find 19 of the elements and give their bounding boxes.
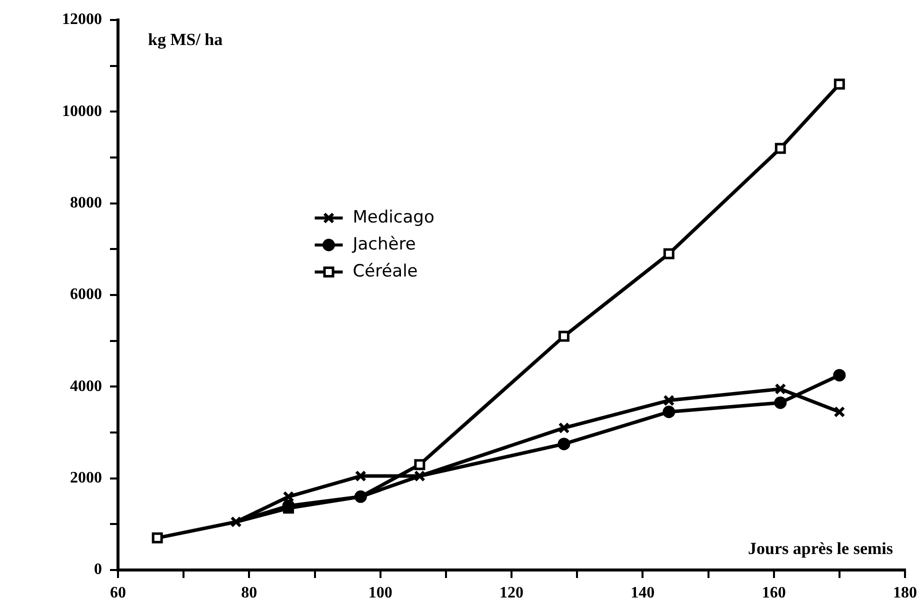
y-tick-label: 6000 <box>70 286 102 304</box>
x-tick-label: 120 <box>500 584 524 602</box>
x-tick-label: 100 <box>368 584 392 602</box>
legend-label: Medicago <box>352 207 434 228</box>
x-tick-label: 60 <box>110 584 126 602</box>
y-tick-label: 0 <box>94 561 102 578</box>
y-tick-label: 4000 <box>70 378 102 395</box>
y-tick-label: 10000 <box>62 102 102 120</box>
y-tick-label: 2000 <box>70 469 102 486</box>
legend-label: Jachère <box>352 234 416 254</box>
x-tick-label: 180 <box>893 584 917 602</box>
x-tick-label: 140 <box>630 584 655 602</box>
x-tick-label: 160 <box>762 584 786 602</box>
legend-label: Céréale <box>352 261 418 282</box>
y-axis-title: kg MS/ ha <box>148 30 224 49</box>
x-axis-title: Jours après le semis <box>748 538 894 558</box>
x-tick-label: 80 <box>241 584 258 602</box>
y-tick-label: 12000 <box>62 11 102 28</box>
y-tick-label: 8000 <box>70 194 102 212</box>
